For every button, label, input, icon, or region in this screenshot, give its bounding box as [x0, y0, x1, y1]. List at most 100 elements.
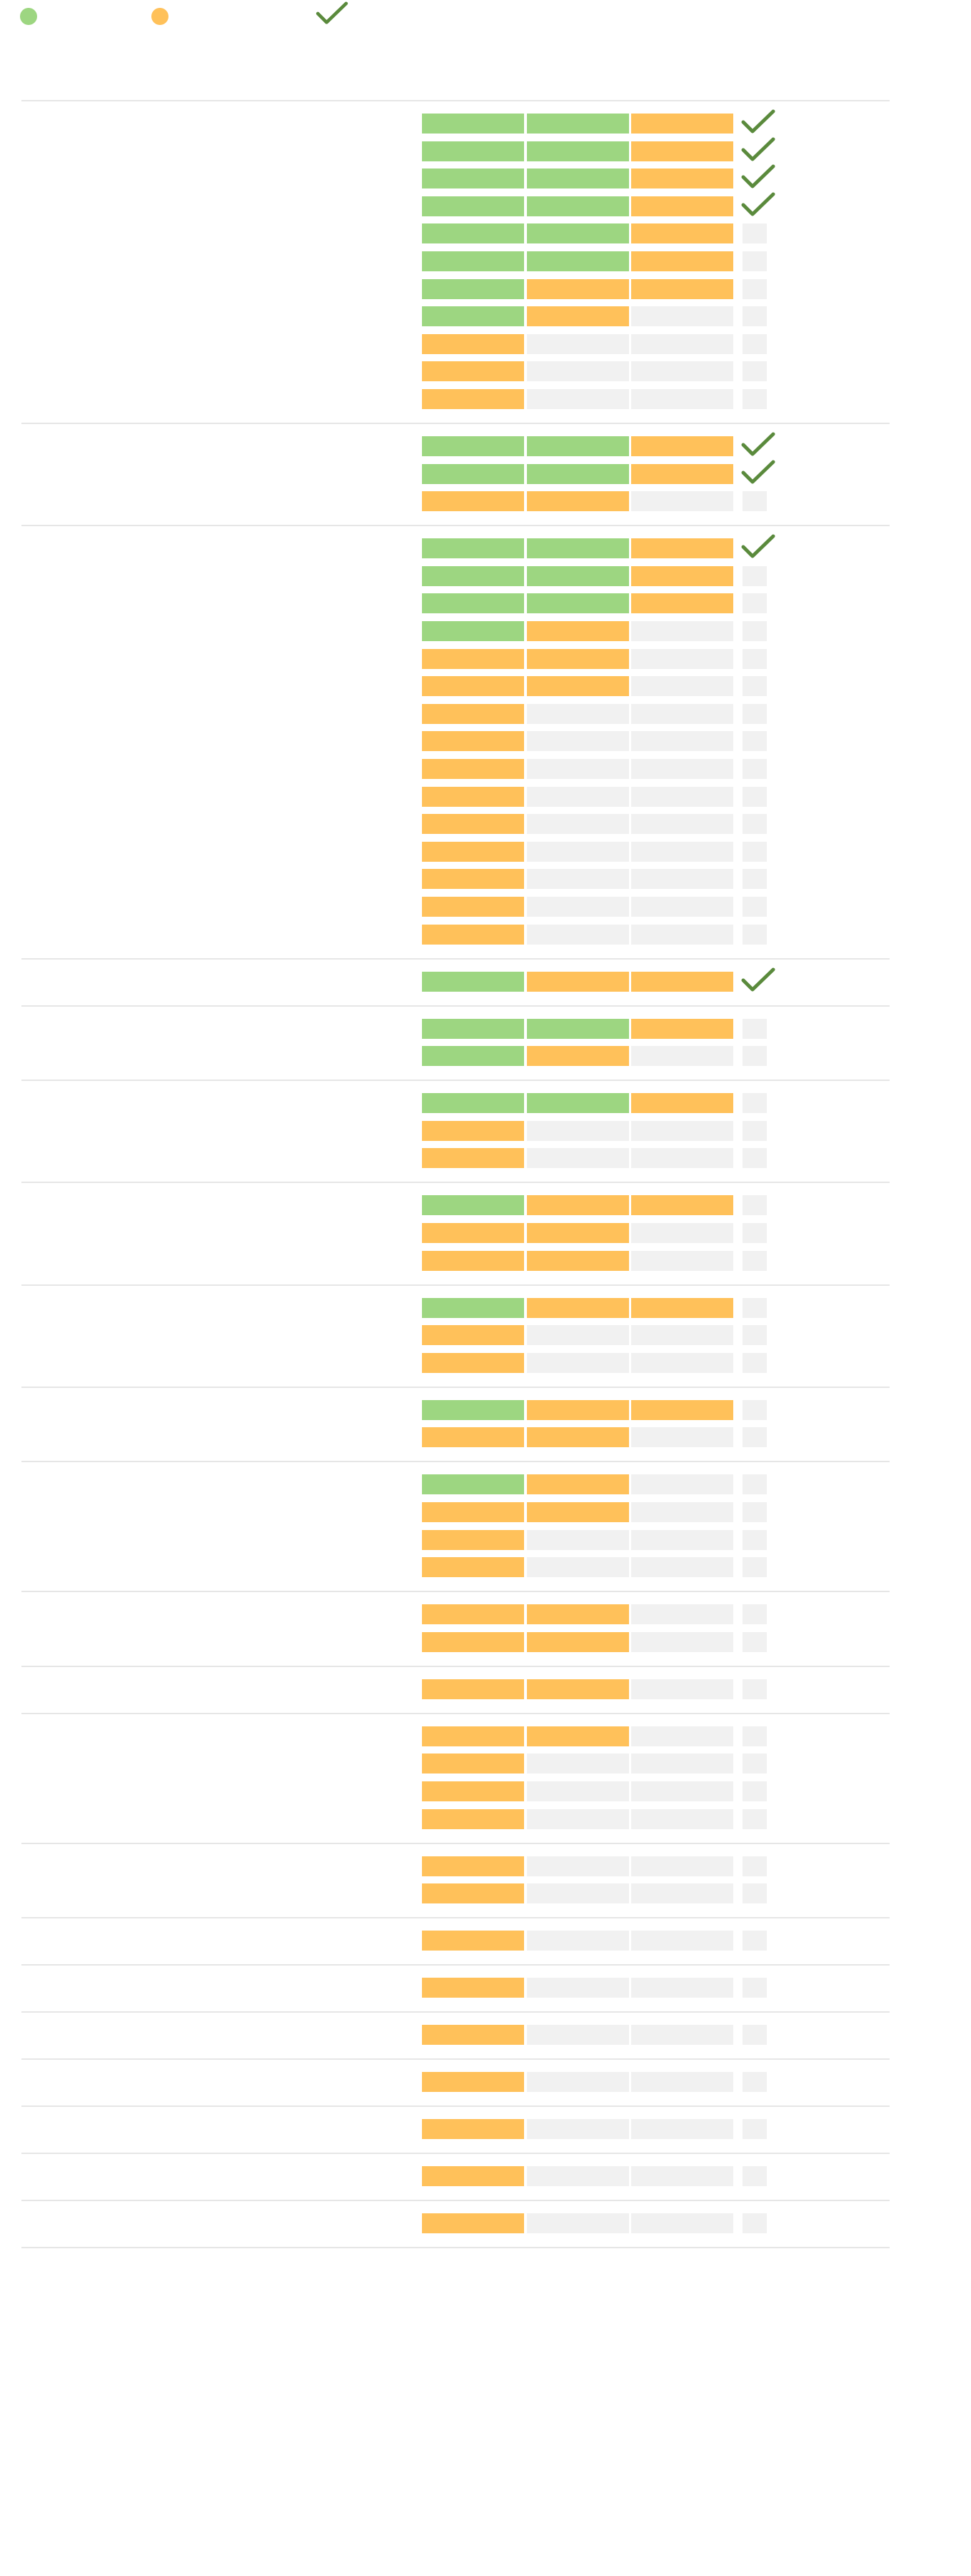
status-cell-orange: [422, 1978, 524, 1998]
check-placeholder: [743, 2072, 767, 2092]
status-cell-orange: [422, 676, 524, 696]
status-cell-orange: [527, 1502, 629, 1522]
status-cell-orange: [631, 279, 733, 299]
status-cell-green: [422, 621, 524, 641]
status-cell-empty: [527, 925, 629, 945]
status-cell-orange: [422, 1726, 524, 1746]
status-cell-orange: [422, 1781, 524, 1801]
status-cell-green: [422, 279, 524, 299]
status-cell-empty: [631, 897, 733, 917]
status-cell-orange: [527, 306, 629, 326]
status-cell-empty: [527, 1781, 629, 1801]
row-divider: [21, 1964, 890, 1966]
status-cell-orange: [527, 1251, 629, 1271]
check-placeholder: [743, 1046, 767, 1066]
check-placeholder: [743, 389, 767, 409]
status-cell-orange: [631, 196, 733, 216]
status-cell-empty: [527, 2166, 629, 2186]
check-indicator: [741, 534, 775, 560]
check-indicator: [741, 109, 775, 135]
check-placeholder: [743, 704, 767, 724]
status-cell-empty: [527, 1754, 629, 1773]
status-cell-empty: [631, 1883, 733, 1903]
status-cell-green: [422, 566, 524, 586]
check-placeholder: [743, 814, 767, 834]
check-placeholder: [743, 1502, 767, 1522]
status-cell-empty: [631, 491, 733, 511]
check-indicator: [741, 967, 775, 993]
status-cell-empty: [631, 1557, 733, 1577]
status-cell-orange: [631, 593, 733, 613]
check-placeholder: [743, 1195, 767, 1215]
status-cell-orange: [422, 1883, 524, 1903]
row-divider: [21, 1713, 890, 1714]
row-divider: [21, 1666, 890, 1667]
status-cell-empty: [631, 1978, 733, 1998]
status-cell-orange: [422, 1530, 524, 1550]
status-cell-orange: [631, 168, 733, 188]
status-cell-empty: [631, 389, 733, 409]
status-cell-orange: [422, 814, 524, 834]
status-cell-empty: [631, 2025, 733, 2045]
status-cell-empty: [631, 1781, 733, 1801]
status-cell-orange: [631, 566, 733, 586]
status-cell-orange: [422, 1679, 524, 1699]
status-cell-green: [527, 566, 629, 586]
status-cell-green: [527, 436, 629, 456]
check-placeholder: [743, 1400, 767, 1420]
status-cell-empty: [631, 1931, 733, 1951]
status-cell-empty: [527, 2072, 629, 2092]
status-cell-orange: [527, 1195, 629, 1215]
checkmark-icon: [316, 1, 348, 24]
status-cell-green: [422, 223, 524, 243]
status-cell-orange: [422, 1223, 524, 1243]
status-cell-empty: [527, 1809, 629, 1829]
check-placeholder: [743, 676, 767, 696]
row-divider: [21, 1005, 890, 1007]
row-divider: [21, 2200, 890, 2201]
check-indicator: [741, 460, 775, 485]
status-cell-green: [422, 168, 524, 188]
status-cell-green: [527, 1019, 629, 1039]
checkmark-icon: [741, 967, 775, 992]
status-cell-empty: [527, 869, 629, 889]
legend-dot-icon: [20, 8, 37, 25]
check-placeholder: [743, 361, 767, 381]
status-cell-empty: [527, 1148, 629, 1168]
status-cell-empty: [631, 1530, 733, 1550]
status-cell-green: [422, 1298, 524, 1318]
status-cell-empty: [631, 361, 733, 381]
status-cell-orange: [631, 1400, 733, 1420]
status-cell-orange: [631, 1195, 733, 1215]
check-placeholder: [743, 1557, 767, 1577]
status-cell-green: [422, 251, 524, 271]
status-cell-orange: [527, 279, 629, 299]
status-cell-orange: [527, 1223, 629, 1243]
status-cell-empty: [631, 2072, 733, 2092]
row-divider: [21, 1387, 890, 1388]
status-cell-orange: [527, 1726, 629, 1746]
check-placeholder: [743, 842, 767, 862]
status-cell-orange: [527, 1679, 629, 1699]
check-placeholder: [743, 897, 767, 917]
status-cell-empty: [527, 1978, 629, 1998]
legend-item: [20, 6, 44, 27]
status-cell-orange: [422, 1931, 524, 1951]
check-placeholder: [743, 1223, 767, 1243]
check-placeholder: [743, 1883, 767, 1903]
status-cell-orange: [422, 704, 524, 724]
status-cell-orange: [527, 676, 629, 696]
check-placeholder: [743, 1148, 767, 1168]
row-divider: [21, 2247, 890, 2248]
status-cell-green: [527, 464, 629, 484]
row-divider: [21, 958, 890, 960]
status-cell-green: [422, 593, 524, 613]
check-placeholder: [743, 1856, 767, 1876]
status-cell-orange: [631, 538, 733, 558]
status-cell-orange: [422, 1557, 524, 1577]
status-cell-empty: [527, 897, 629, 917]
status-cell-orange: [422, 2213, 524, 2233]
status-cell-orange: [422, 842, 524, 862]
checkmark-icon: [741, 192, 775, 216]
check-placeholder: [743, 1093, 767, 1113]
